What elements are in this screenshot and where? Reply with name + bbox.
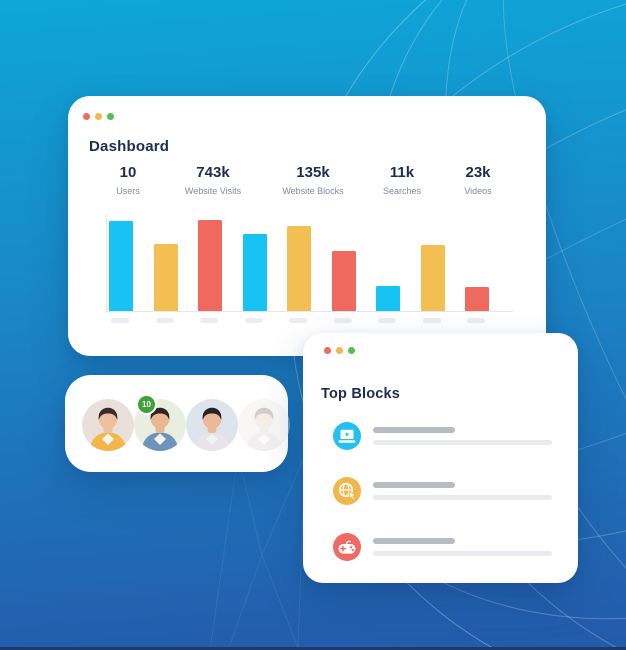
stat-value: 11k [389, 164, 415, 181]
placeholder-subtitle-line [373, 440, 552, 445]
x-tick-placeholder [422, 318, 441, 323]
x-tick-placeholder [111, 318, 129, 323]
chart-bar [242, 234, 267, 311]
top-blocks-card: Top Blocks [303, 333, 578, 583]
avatar-man-1[interactable]: 10 [134, 394, 186, 451]
bar-chart [106, 214, 513, 312]
stat-value: 135k [296, 164, 330, 181]
placeholder-title-line [373, 482, 455, 488]
maximize-window-dot[interactable] [348, 347, 355, 354]
stat-value: 10 [119, 164, 137, 181]
stat-value: 743k [196, 164, 230, 181]
chart-bar [109, 221, 133, 311]
stat-label: Website Blocks [282, 186, 344, 196]
chart-bar [331, 251, 356, 311]
stat-videos: 23k Videos [464, 164, 491, 196]
top-blocks-title: Top Blocks [321, 386, 401, 402]
placeholder-text-lines [373, 538, 552, 556]
stat-searches: 11k Searches [383, 164, 421, 196]
chart-bar [153, 244, 178, 311]
chart-bar [420, 245, 445, 311]
x-tick-placeholder [289, 318, 307, 323]
placeholder-subtitle-line [373, 495, 552, 500]
placeholder-title-line [373, 427, 455, 433]
chart-bar [287, 226, 311, 311]
chart-bar [376, 286, 400, 311]
chart-bar [465, 287, 489, 311]
stats-row: 10 Users 743k Website Visits 135k Website Blo… [68, 164, 546, 208]
x-tick-placeholder [333, 318, 352, 323]
close-window-dot[interactable] [324, 347, 331, 354]
placeholder-text-lines [373, 482, 552, 500]
window-controls [83, 113, 114, 120]
x-axis-ticks [106, 318, 512, 324]
close-window-dot[interactable] [83, 113, 90, 120]
stat-users: 10 Users [116, 164, 140, 196]
top-block-item[interactable] [333, 477, 552, 505]
avatar-woman-3-photo [238, 399, 290, 451]
count-badge: 10 [136, 394, 157, 415]
top-block-item[interactable] [333, 422, 552, 450]
x-tick-placeholder [378, 318, 396, 323]
team-avatars-card: 10 [65, 375, 290, 472]
avatar-woman-1-photo [82, 399, 134, 451]
bottom-accent-bar [0, 647, 626, 650]
maximize-window-dot[interactable] [107, 113, 114, 120]
top-block-item[interactable] [333, 533, 552, 561]
stat-website-visits: 743k Website Visits [185, 164, 241, 196]
window-controls [324, 347, 355, 354]
placeholder-text-lines [373, 427, 552, 445]
dashboard-card: Dashboard 10 Users 743k Website Visits 135k W… [68, 96, 546, 356]
stat-value: 23k [465, 164, 491, 181]
avatar-woman-1[interactable] [82, 399, 134, 451]
globe-click-icon [333, 477, 361, 505]
stat-label: Website Visits [184, 186, 242, 196]
minimize-window-dot[interactable] [95, 113, 102, 120]
minimize-window-dot[interactable] [336, 347, 343, 354]
avatar-woman-2-photo [186, 399, 238, 451]
avatar-woman-3[interactable] [238, 399, 290, 451]
x-tick-placeholder [244, 318, 263, 323]
dashboard-title: Dashboard [89, 138, 170, 155]
x-tick-placeholder [200, 318, 218, 323]
avatar-woman-2[interactable] [186, 399, 238, 451]
stat-label: Searches [382, 186, 422, 196]
stat-label: Users [116, 186, 140, 196]
stat-website-blocks: 135k Website Blocks [282, 164, 343, 196]
gamepad-icon [333, 533, 361, 561]
chart-bar [198, 220, 222, 311]
placeholder-subtitle-line [373, 551, 552, 556]
x-tick-placeholder [467, 318, 485, 323]
placeholder-title-line [373, 538, 455, 544]
x-tick-placeholder [155, 318, 174, 323]
laptop-video-icon [333, 422, 361, 450]
stat-label: Videos [464, 186, 492, 196]
